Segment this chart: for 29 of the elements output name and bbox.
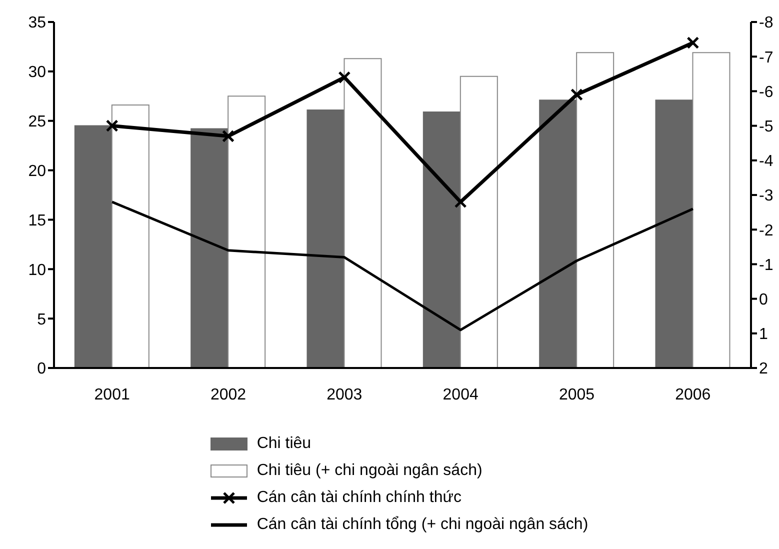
y2-tick-label: -7 [759, 49, 774, 66]
x-tick-label: 2005 [558, 386, 595, 404]
y-tick-label: 5 [37, 311, 46, 328]
y2-tick-label: -3 [759, 188, 774, 205]
y-tick-label: 0 [37, 360, 46, 378]
y-tick-label: 25 [28, 114, 46, 131]
y-tick-label: 20 [28, 162, 46, 180]
legend-label: Cán cân tài chính tổng (+ chi ngoài ngân sách) [256, 516, 588, 534]
y2-tick-label: -1 [759, 256, 774, 274]
y-tick-label: 10 [28, 262, 46, 279]
legend-label: Cán cân tài chính chính thức [256, 488, 462, 506]
y-tick-label: 15 [28, 212, 46, 230]
y2-tick-label: 2 [759, 360, 768, 378]
y2-tick-label: 0 [759, 291, 768, 308]
x-tick-label: 2002 [210, 386, 246, 404]
y2-tick-label: -5 [759, 118, 774, 136]
y2-tick-label: -4 [759, 153, 774, 170]
x-tick-label: 2003 [326, 386, 362, 404]
y2-tick-label: 1 [759, 326, 768, 344]
x-tick-label: 2004 [442, 386, 478, 404]
y2-tick-label: -6 [759, 84, 774, 101]
y2-tick-label: -2 [759, 222, 774, 240]
legend-label: Chi tiêu (+ chi ngoài ngân sách) [256, 462, 482, 480]
legend-label: Chi tiêu [256, 434, 312, 452]
y-tick-label: 30 [28, 64, 46, 82]
y-tick-label: 35 [28, 14, 46, 32]
x-tick-label: 2006 [675, 386, 711, 404]
x-tick-label: 2001 [94, 386, 130, 404]
y2-tick-label: -8 [759, 14, 774, 32]
